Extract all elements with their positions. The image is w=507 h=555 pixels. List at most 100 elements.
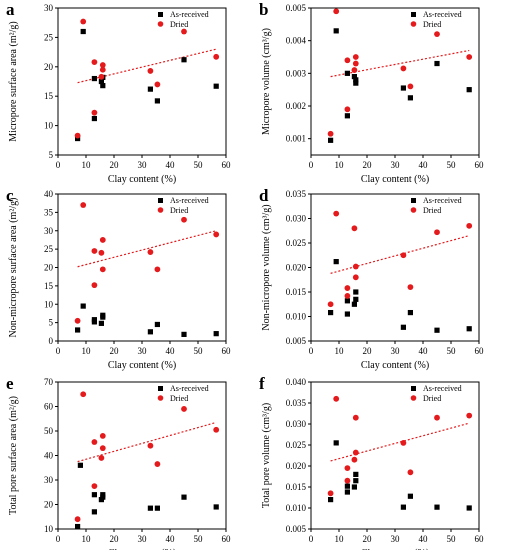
x-tick-label: 50 <box>447 346 457 356</box>
legend-label-dried: Dried <box>170 206 188 215</box>
panel-letter: b <box>259 0 268 19</box>
data-point-as-received <box>147 505 153 511</box>
data-point-dried <box>352 414 359 421</box>
panel-letter: e <box>6 374 14 393</box>
y-tick-label: 0.030 <box>286 214 307 224</box>
legend-label-dried: Dried <box>170 394 188 403</box>
data-point-as-received <box>400 324 406 330</box>
data-point-dried <box>147 442 154 449</box>
data-point-as-received <box>328 137 334 143</box>
data-point-as-received <box>407 309 413 316</box>
data-point-as-received <box>353 296 359 302</box>
data-point-as-received <box>213 83 219 89</box>
x-tick-label: 20 <box>110 160 120 170</box>
legend-label-dried: Dried <box>170 20 188 29</box>
data-point-dried <box>327 490 334 497</box>
x-tick-label: 0 <box>56 160 61 170</box>
x-tick-label: 10 <box>335 160 345 170</box>
data-point-dried <box>466 222 473 229</box>
x-tick-label: 50 <box>194 534 204 544</box>
legend-marker-dried <box>157 207 164 213</box>
data-point-dried <box>99 62 106 68</box>
x-tick-label: 50 <box>447 160 457 170</box>
x-tick-label: 10 <box>82 346 92 356</box>
x-tick-label: 10 <box>335 346 345 356</box>
data-point-as-received <box>75 327 81 333</box>
data-point-dried <box>333 395 340 402</box>
y-axis-title: Total pore volume (cm³/g) <box>261 403 272 508</box>
data-point-dried <box>400 252 407 259</box>
chart-panel-d: d 0 10 20 30 40 50 60 0.005 0.010 0.015 0.020 0.025 0… <box>259 186 484 371</box>
data-point-as-received <box>344 311 350 317</box>
x-tick-label: 30 <box>391 534 401 544</box>
data-point-dried <box>80 391 87 398</box>
x-tick-label: 50 <box>194 346 204 356</box>
x-tick-label: 60 <box>222 346 232 356</box>
data-point-dried <box>434 414 440 421</box>
data-point-dried <box>344 477 351 484</box>
y-tick-label: 0.025 <box>286 440 307 450</box>
data-point-dried <box>91 439 98 445</box>
data-point-as-received <box>351 484 357 490</box>
data-point-as-received <box>351 74 357 80</box>
data-point-as-received <box>154 321 160 328</box>
x-tick-label: 20 <box>110 346 120 356</box>
x-tick-label: 30 <box>391 346 401 356</box>
legend-label-as-received: As-received <box>423 10 462 19</box>
data-point-as-received <box>91 115 97 122</box>
panel-letter: f <box>259 374 265 393</box>
data-point-as-received <box>147 86 153 92</box>
data-point-as-received <box>333 440 339 446</box>
legend-marker-dried <box>157 395 164 401</box>
data-point-dried <box>407 469 414 476</box>
data-point-dried <box>466 412 473 419</box>
data-point-as-received <box>353 80 359 86</box>
data-point-as-received <box>98 78 104 85</box>
trend-line-dried <box>77 421 217 463</box>
data-point-as-received <box>407 493 413 499</box>
data-point-dried <box>80 202 87 208</box>
data-point-dried <box>344 57 351 64</box>
y-tick-label: 30 <box>44 3 54 13</box>
trend-line-dried <box>330 49 470 78</box>
y-axis-title: Micropore volume (cm³/g) <box>261 28 272 135</box>
data-point-as-received <box>181 57 187 63</box>
data-point-as-received <box>333 28 339 34</box>
x-tick-label: 40 <box>166 346 176 356</box>
data-point-as-received <box>434 60 440 67</box>
data-point-as-received <box>353 471 359 477</box>
legend-marker-dried <box>410 21 417 27</box>
data-point-as-received <box>400 504 406 510</box>
x-tick-label: 20 <box>363 160 373 170</box>
legend-label-as-received: As-received <box>423 384 462 393</box>
x-tick-label: 60 <box>475 160 485 170</box>
x-tick-label: 30 <box>138 534 148 544</box>
chart-panel-e: e010203040506010203040506070Clay content… <box>6 374 231 555</box>
data-point-as-received <box>434 327 440 333</box>
y-tick-label: 15 <box>44 91 54 101</box>
y-tick-label: 0.001 <box>286 134 306 144</box>
y-tick-label: 10 <box>44 524 54 534</box>
legend-label-dried: Dried <box>423 394 441 403</box>
y-tick-label: 25 <box>44 32 54 42</box>
y-tick-label: 15 <box>44 281 54 291</box>
x-axis-title: Clay content (%) <box>361 174 429 185</box>
data-point-as-received <box>80 28 86 35</box>
x-tick-label: 40 <box>419 346 429 356</box>
data-point-dried <box>344 285 351 291</box>
chart-panel-c: c 0 10 20 30 40 50 60 0 5 10 15 20 25 30 35 40 Clay conte… <box>6 186 231 371</box>
x-tick-label: 0 <box>56 346 61 356</box>
data-point-as-received <box>333 259 339 265</box>
y-tick-label: 5 <box>49 150 54 160</box>
data-point-dried <box>181 216 187 223</box>
legend-marker-as-received <box>411 198 416 203</box>
data-point-dried <box>99 237 106 243</box>
x-tick-label: 0 <box>309 534 314 544</box>
x-tick-label: 20 <box>363 534 373 544</box>
data-point-as-received <box>91 75 97 82</box>
data-point-dried <box>181 406 187 412</box>
data-point-dried <box>407 284 414 290</box>
